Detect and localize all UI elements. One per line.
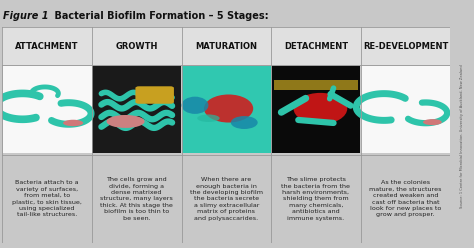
Ellipse shape [107, 115, 145, 128]
Bar [361, 27, 450, 65]
Ellipse shape [293, 93, 347, 124]
Text: MATURATION: MATURATION [195, 42, 257, 51]
Text: Bacterial Biofilm Formation – 5 Stages:: Bacterial Biofilm Formation – 5 Stages: [41, 11, 269, 21]
Bar [182, 66, 271, 154]
Ellipse shape [63, 120, 83, 126]
Bar [92, 66, 181, 154]
Text: RE-DEVELOPMENT: RE-DEVELOPMENT [363, 42, 448, 51]
Ellipse shape [423, 119, 442, 125]
Text: GROWTH: GROWTH [116, 42, 158, 51]
Text: Bacteria attach to a
variety of surfaces,
from metal, to
plastic, to skin tissue: Bacteria attach to a variety of surfaces… [12, 180, 82, 217]
Text: The cells grow and
divide, forming a
dense matrixed
structure, many layers
thick: The cells grow and divide, forming a den… [100, 177, 173, 220]
Bar [361, 66, 450, 154]
Bar [272, 66, 360, 154]
Bar [92, 27, 182, 65]
Bar [182, 27, 271, 65]
Bar [271, 27, 361, 65]
Text: Source: 1 Centre for Microbial Innovation, University of Auckland, New Zealand: Source: 1 Centre for Microbial Innovatio… [460, 64, 464, 208]
Ellipse shape [197, 114, 219, 122]
FancyBboxPatch shape [136, 86, 174, 104]
Text: ATTACHMENT: ATTACHMENT [16, 42, 79, 51]
Text: Figure 1: Figure 1 [3, 11, 49, 21]
Text: When there are
enough bacteria in
the developing biofilm
the bacteria secrete
a : When there are enough bacteria in the de… [190, 177, 263, 220]
Text: DETACHMENT: DETACHMENT [284, 42, 348, 51]
Bar [2, 27, 92, 65]
Text: The slime protects
the bacteria from the
harsh environments,
shielding them from: The slime protects the bacteria from the… [282, 177, 350, 220]
Text: As the colonies
mature, the structures
created weaken and
cast off bacteria that: As the colonies mature, the structures c… [369, 180, 442, 217]
Ellipse shape [182, 97, 209, 114]
Ellipse shape [204, 94, 253, 123]
Ellipse shape [231, 116, 258, 129]
FancyBboxPatch shape [274, 80, 358, 90]
Bar [3, 66, 91, 154]
